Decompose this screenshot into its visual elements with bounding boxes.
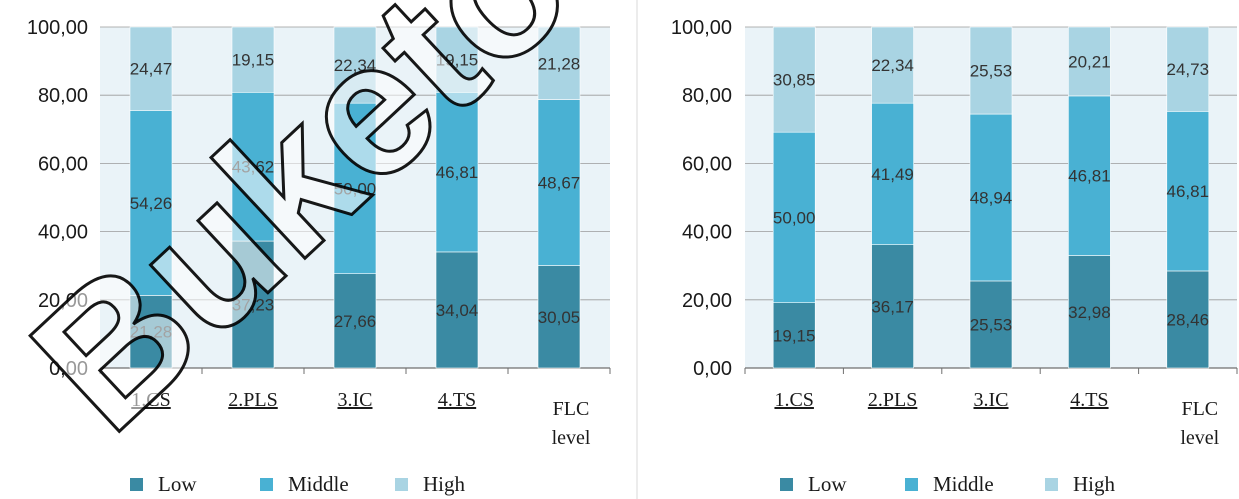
y-tick-label: 80,00 [682, 85, 732, 107]
x-tick-label: FLC [1181, 398, 1218, 420]
bar-high [435, 26, 479, 93]
data-label: 36,17 [871, 297, 914, 316]
legend-swatch-middle [260, 478, 273, 491]
y-tick-label: 60,00 [38, 153, 88, 175]
data-label: 30,05 [538, 308, 581, 327]
data-label: 21,28 [538, 54, 581, 73]
data-label: 28,46 [1167, 310, 1210, 329]
y-tick-label: 80,00 [38, 85, 88, 107]
y-tick-label: 100,00 [671, 17, 732, 39]
legend-label-middle: Middle [933, 472, 994, 496]
bar-low [435, 251, 479, 369]
bar-middle [231, 92, 275, 242]
data-label: 27,66 [334, 312, 377, 331]
legend-label-low: Low [808, 472, 847, 496]
data-label: 46,81 [436, 163, 479, 182]
data-label: 50,00 [773, 208, 816, 227]
data-label: 24,47 [130, 60, 173, 79]
bar-middle [435, 92, 479, 253]
bar-high [969, 26, 1013, 115]
bar-high [231, 26, 275, 93]
data-label: 46,81 [1068, 167, 1111, 186]
y-tick-label: 20,00 [38, 290, 88, 312]
data-label: 30,85 [773, 71, 816, 90]
legend-swatch-middle [905, 478, 918, 491]
bar-low [969, 280, 1013, 369]
x-tick-label: 4.TS [438, 389, 476, 411]
y-tick-label: 20,00 [682, 290, 732, 312]
data-label: 20,21 [1068, 52, 1111, 71]
x-tick-label: 1.CS [131, 389, 170, 411]
x-tick-label: level [552, 427, 591, 449]
y-tick-label: 40,00 [38, 222, 88, 244]
data-label: 48,94 [970, 189, 1013, 208]
data-label: 34,04 [436, 301, 479, 320]
data-label: 19,15 [773, 326, 816, 345]
data-label: 46,81 [1167, 182, 1210, 201]
bar-low [1166, 270, 1210, 369]
data-label: 25,53 [970, 315, 1013, 334]
chart-left: 0,00 20,00 40,00 60,00 80,00 100,00 21,28 54,26… [27, 17, 611, 496]
x-tick-label: 2.PLS [868, 389, 917, 411]
data-label: 22,34 [871, 56, 914, 75]
x-tick-label: level [1180, 427, 1219, 449]
x-tick-label: 2.PLS [228, 389, 277, 411]
bar-middle [537, 99, 581, 266]
bar-middle [333, 102, 377, 274]
data-label: 48,67 [538, 174, 581, 193]
y-tick-label: 60,00 [682, 153, 732, 175]
data-label: 41,49 [871, 165, 914, 184]
bar-low [1068, 255, 1111, 369]
y-tick-label: 0,00 [693, 358, 732, 380]
x-tick-label: 1.CS [774, 389, 813, 411]
bar-middle [1068, 95, 1111, 256]
legend-swatch-low [780, 478, 793, 491]
bar-high [129, 26, 173, 111]
y-tick-label: 0,00 [49, 358, 88, 380]
data-label: 25,53 [970, 62, 1013, 81]
bar-high [772, 26, 816, 133]
legend-label-middle: Middle [288, 472, 349, 496]
bar-low [772, 302, 816, 369]
data-label: 19,15 [436, 51, 479, 70]
legend-label-high: High [423, 472, 466, 496]
legend-swatch-high [1045, 478, 1058, 491]
bar-middle [969, 113, 1013, 282]
data-label: 21,28 [130, 323, 173, 342]
bar-middle [129, 110, 173, 296]
x-tick-label: 3.IC [974, 389, 1009, 411]
x-tick-label: 4.TS [1070, 389, 1108, 411]
data-label: 54,26 [130, 194, 173, 213]
bar-low [537, 265, 581, 369]
y-tick-label: 100,00 [27, 17, 88, 39]
bar-low [231, 240, 275, 369]
data-label: 24,73 [1167, 60, 1210, 79]
bar-high [537, 26, 581, 100]
bar-low [871, 244, 914, 369]
data-label: 19,15 [232, 51, 275, 70]
legend-swatch-low [130, 478, 143, 491]
data-label: 50,00 [334, 179, 377, 198]
y-tick-label: 40,00 [682, 222, 732, 244]
bar-high [1166, 26, 1210, 112]
legend-swatch-high [395, 478, 408, 491]
data-label: 43,62 [232, 158, 275, 177]
legend-label-low: Low [158, 472, 197, 496]
chart-right: 0,00 20,00 40,00 60,00 80,00 100,00 19,15 50,00… [671, 17, 1238, 496]
x-tick-label: 3.IC [338, 389, 373, 411]
bar-middle [1166, 111, 1210, 272]
bar-middle [871, 102, 914, 245]
bar-high [333, 26, 377, 104]
legend-label-high: High [1073, 472, 1116, 496]
data-label: 37,23 [232, 296, 275, 315]
data-label: 32,98 [1068, 303, 1111, 322]
bar-high [1068, 26, 1111, 97]
x-tick-label: FLC [553, 398, 590, 420]
bar-high [871, 26, 914, 104]
data-label: 22,34 [334, 56, 377, 75]
